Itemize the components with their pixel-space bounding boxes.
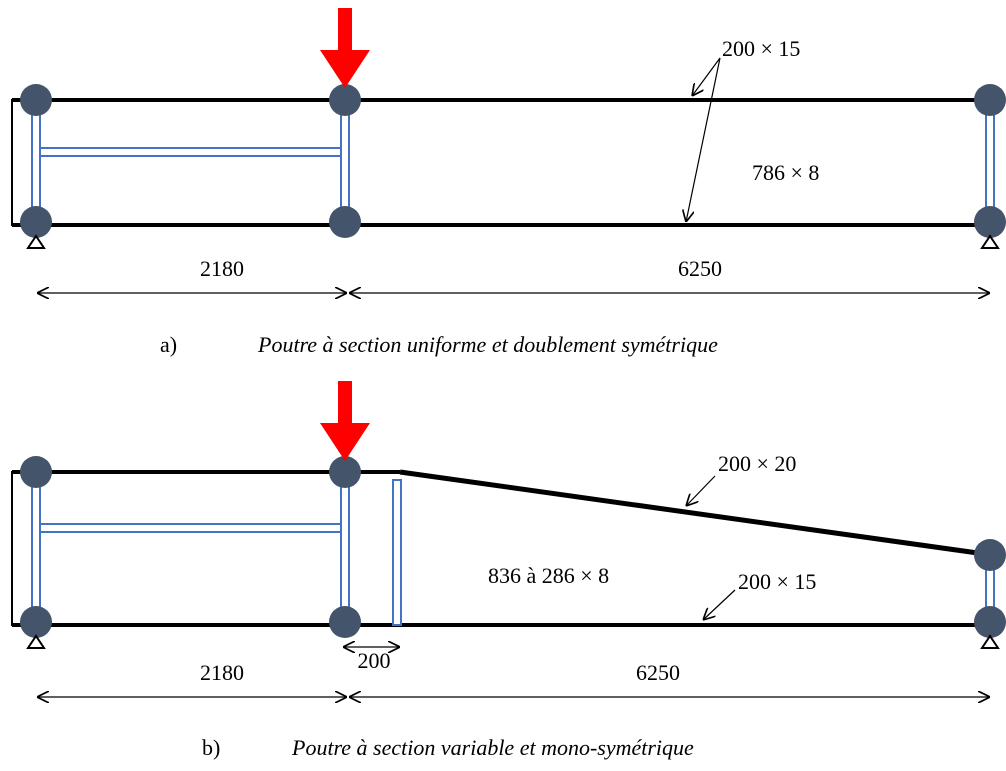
- stiffener-left-b: [31, 471, 41, 626]
- caption-letter-a: a): [160, 332, 177, 357]
- node: [329, 606, 361, 638]
- node: [20, 456, 52, 488]
- node: [20, 606, 52, 638]
- dim-right-a: 6250: [678, 256, 722, 281]
- dim-right-b: 6250: [636, 660, 680, 685]
- web-label-a: 786 × 8: [752, 160, 819, 185]
- bottom-flange-label-b: 200 × 15: [738, 569, 816, 594]
- node: [20, 206, 52, 238]
- stiffener-extra-b: [392, 479, 402, 626]
- leader-line: [692, 57, 721, 96]
- stiffener-mid-b: [340, 471, 350, 626]
- diagram-b: 200 × 20 836 à 286 × 8 200 × 15 200 2180…: [11, 381, 1006, 760]
- leader-line: [686, 57, 721, 222]
- dim-left-b: 2180: [200, 660, 244, 685]
- caption-text-b: Poutre à section variable et mono-symétr…: [291, 735, 694, 760]
- support-icon: [26, 234, 46, 249]
- node: [329, 206, 361, 238]
- support-icon: [980, 634, 1000, 649]
- caption-letter-b: b): [202, 735, 220, 760]
- node: [20, 84, 52, 116]
- bracing-a: [39, 147, 342, 157]
- node: [329, 456, 361, 488]
- node: [974, 206, 1006, 238]
- web-label-b: 836 à 286 × 8: [488, 563, 609, 588]
- load-arrow-icon: [320, 381, 370, 461]
- node: [974, 84, 1006, 116]
- flange-label-a: 200 × 15: [722, 36, 800, 61]
- caption-text-a: Poutre à section uniforme et doublement …: [257, 332, 718, 357]
- leader-line: [686, 475, 716, 506]
- load-arrow-icon: [320, 8, 370, 88]
- support-icon: [26, 634, 46, 649]
- dim-left-a: 2180: [200, 256, 244, 281]
- node: [329, 84, 361, 116]
- node: [974, 606, 1006, 638]
- top-flange-label-b: 200 × 20: [718, 451, 796, 476]
- diagram-a: 200 × 15 786 × 8 2180 6250 a) Poutre à s…: [11, 8, 1006, 357]
- leader-line: [703, 589, 736, 620]
- bracing-b: [39, 523, 342, 533]
- top-flange-tapered-b: [399, 469, 993, 558]
- node: [974, 539, 1006, 571]
- dim-small-b: 200: [358, 648, 391, 673]
- support-icon: [980, 234, 1000, 249]
